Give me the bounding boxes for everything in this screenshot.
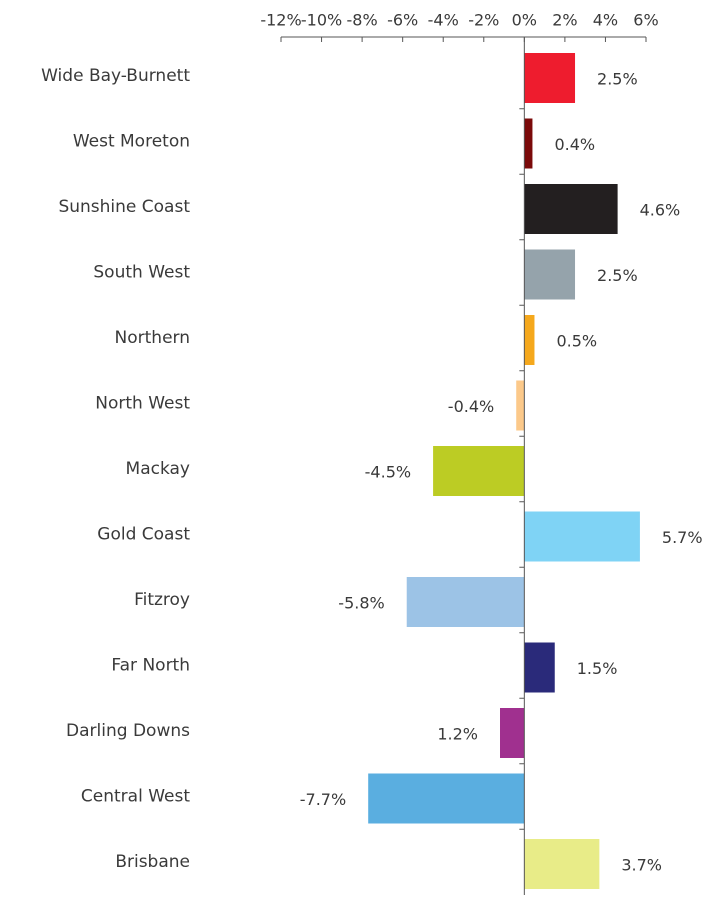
bar (524, 184, 618, 234)
category-label: Far North (111, 656, 190, 676)
value-label: 1.5% (577, 659, 618, 678)
x-tick-label: 2% (552, 11, 577, 30)
bar (524, 642, 555, 693)
bar (524, 249, 576, 300)
x-tick-label: -12% (260, 11, 301, 30)
value-label: 2.5% (597, 266, 638, 285)
x-tick-label: -8% (347, 11, 378, 30)
x-tick-label: -2% (468, 11, 499, 30)
bar (524, 511, 640, 562)
value-label: 1.2% (437, 725, 478, 744)
value-label: 4.6% (640, 201, 681, 220)
bar (500, 708, 525, 758)
category-label: South West (93, 263, 190, 283)
x-tick-label: 4% (593, 11, 618, 30)
category-label: Brisbane (115, 852, 190, 872)
value-label: -5.8% (338, 594, 384, 613)
bar (524, 53, 576, 103)
category-label: Wide Bay-Burnett (41, 66, 190, 86)
category-label: North West (95, 394, 190, 414)
x-tick-label: 6% (633, 11, 658, 30)
category-label: Sunshine Coast (58, 197, 190, 217)
x-tick-label: -10% (301, 11, 342, 30)
value-label: -7.7% (300, 790, 346, 809)
value-label: -4.5% (365, 463, 411, 482)
x-tick-label: -4% (428, 11, 459, 30)
x-tick-label: -6% (387, 11, 418, 30)
value-label: 2.5% (597, 70, 638, 89)
category-label: West Moreton (73, 132, 190, 152)
category-label: Central West (81, 787, 190, 807)
category-label: Northern (115, 328, 190, 348)
category-label: Fitzroy (134, 590, 190, 610)
value-label: 0.4% (554, 135, 595, 154)
value-label: 5.7% (662, 528, 703, 547)
category-label: Gold Coast (97, 525, 190, 545)
bar (524, 315, 535, 365)
value-label: -0.4% (448, 397, 494, 416)
bar (516, 380, 525, 431)
x-tick-label: 0% (512, 11, 537, 30)
bar (406, 577, 525, 627)
value-label: 0.5% (556, 332, 597, 351)
bar (524, 839, 600, 889)
bar (368, 773, 525, 824)
bar (433, 446, 525, 496)
value-label: 3.7% (621, 856, 662, 875)
bar (524, 118, 533, 169)
category-label: Mackay (126, 459, 190, 479)
category-label: Darling Downs (66, 721, 190, 741)
